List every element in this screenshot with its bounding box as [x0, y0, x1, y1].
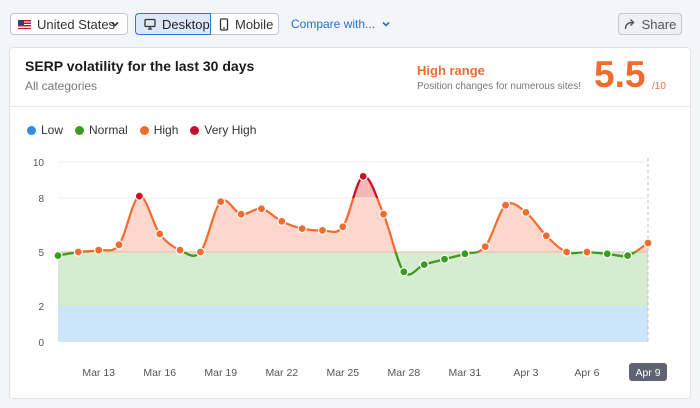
legend-item-normal[interactable]: Normal	[75, 123, 128, 137]
legend-label: Very High	[204, 123, 257, 137]
compare-label: Compare with...	[291, 17, 376, 31]
y-tick-label: 8	[38, 194, 44, 205]
card-header: SERP volatility for the last 30 days All…	[10, 48, 690, 107]
data-point	[562, 247, 572, 257]
data-point	[602, 249, 612, 259]
x-tick-label: Mar 22	[265, 367, 298, 379]
mobile-label: Mobile	[235, 16, 274, 32]
desktop-icon	[144, 18, 156, 30]
x-tick-label: Mar 28	[388, 367, 421, 379]
data-point	[236, 209, 246, 219]
data-point	[623, 251, 633, 261]
card-title: SERP volatility for the last 30 days	[25, 58, 255, 74]
range-description: Position changes for numerous sites!	[417, 81, 581, 92]
mobile-icon	[219, 17, 229, 31]
data-point	[480, 242, 490, 252]
data-point	[419, 260, 429, 270]
data-point	[500, 200, 511, 210]
data-point	[317, 225, 328, 235]
data-point	[297, 224, 307, 234]
toolbar: United States Desktop Mobile Compare wit…	[0, 0, 700, 48]
data-point	[53, 251, 63, 261]
data-point	[73, 247, 83, 257]
x-tick-label-selected: Apr 9	[635, 367, 660, 379]
legend-item-low[interactable]: Low	[27, 123, 63, 137]
compare-dropdown[interactable]: Compare with...	[291, 17, 391, 31]
data-point	[439, 254, 450, 264]
chevron-down-icon	[382, 21, 390, 27]
legend-dot	[27, 125, 36, 135]
data-point	[277, 216, 287, 226]
chart-legend: Low Normal High Very High	[27, 123, 268, 137]
legend-dot	[190, 125, 200, 135]
legend-item-very-high[interactable]: Very High	[190, 123, 256, 137]
data-point	[582, 247, 592, 257]
legend-dot	[139, 125, 149, 135]
x-tick-label: Mar 25	[326, 367, 359, 379]
country-select[interactable]: United States	[10, 13, 128, 35]
device-mobile-button[interactable]: Mobile	[211, 13, 279, 35]
data-point	[114, 240, 124, 250]
x-tick-label: Mar 13	[82, 367, 115, 379]
band-normal	[58, 252, 648, 306]
share-button[interactable]: Share	[618, 13, 682, 35]
x-tick-label: Mar 31	[449, 367, 482, 379]
data-point	[358, 171, 368, 181]
legend-label: Normal	[89, 123, 128, 137]
data-point	[175, 245, 185, 255]
chevron-down-icon	[111, 21, 119, 27]
volatility-score-max: /10	[652, 81, 666, 92]
data-point	[541, 231, 551, 241]
data-point	[378, 209, 389, 219]
legend-item-high[interactable]: High	[139, 123, 179, 137]
legend-label: Low	[41, 123, 64, 137]
y-tick-label: 2	[38, 302, 44, 313]
volatility-chart: 0 2 5 8 10 Mar 13 Mar 16 Mar 19 Mar 22 Mar 25 Mar …	[33, 158, 667, 381]
data-point	[460, 249, 470, 259]
card-subtitle: All categories	[25, 79, 98, 93]
data-point	[399, 267, 409, 277]
y-tick-label: 10	[33, 158, 45, 169]
volatility-card: SERP volatility for the last 30 days All…	[9, 47, 691, 399]
selected-date-badge	[629, 363, 667, 381]
data-point	[155, 229, 165, 239]
x-tick-label: Apr 6	[574, 367, 599, 379]
us-flag-icon	[18, 19, 31, 29]
y-tick-label: 5	[38, 248, 44, 259]
share-icon	[624, 18, 637, 30]
band-low	[58, 306, 648, 342]
data-point	[256, 204, 267, 214]
data-point	[216, 197, 226, 207]
legend-label: High	[153, 123, 179, 137]
x-tick-label: Mar 16	[143, 367, 176, 379]
data-point	[643, 238, 653, 248]
data-point	[94, 245, 104, 255]
data-point	[521, 207, 531, 217]
country-label: United States	[37, 16, 116, 32]
data-point	[338, 222, 348, 232]
legend-dot	[75, 125, 85, 135]
device-desktop-button[interactable]: Desktop	[135, 13, 211, 35]
area-high	[58, 176, 648, 252]
x-tick-label: Mar 19	[204, 367, 237, 379]
data-point	[195, 247, 206, 257]
desktop-label: Desktop	[162, 16, 210, 32]
y-tick-label: 0	[38, 338, 44, 349]
range-label: High range	[417, 63, 485, 78]
share-label: Share	[641, 16, 677, 32]
x-tick-label: Apr 3	[513, 367, 538, 379]
data-point	[134, 191, 144, 201]
volatility-score: 5.5	[594, 54, 646, 95]
